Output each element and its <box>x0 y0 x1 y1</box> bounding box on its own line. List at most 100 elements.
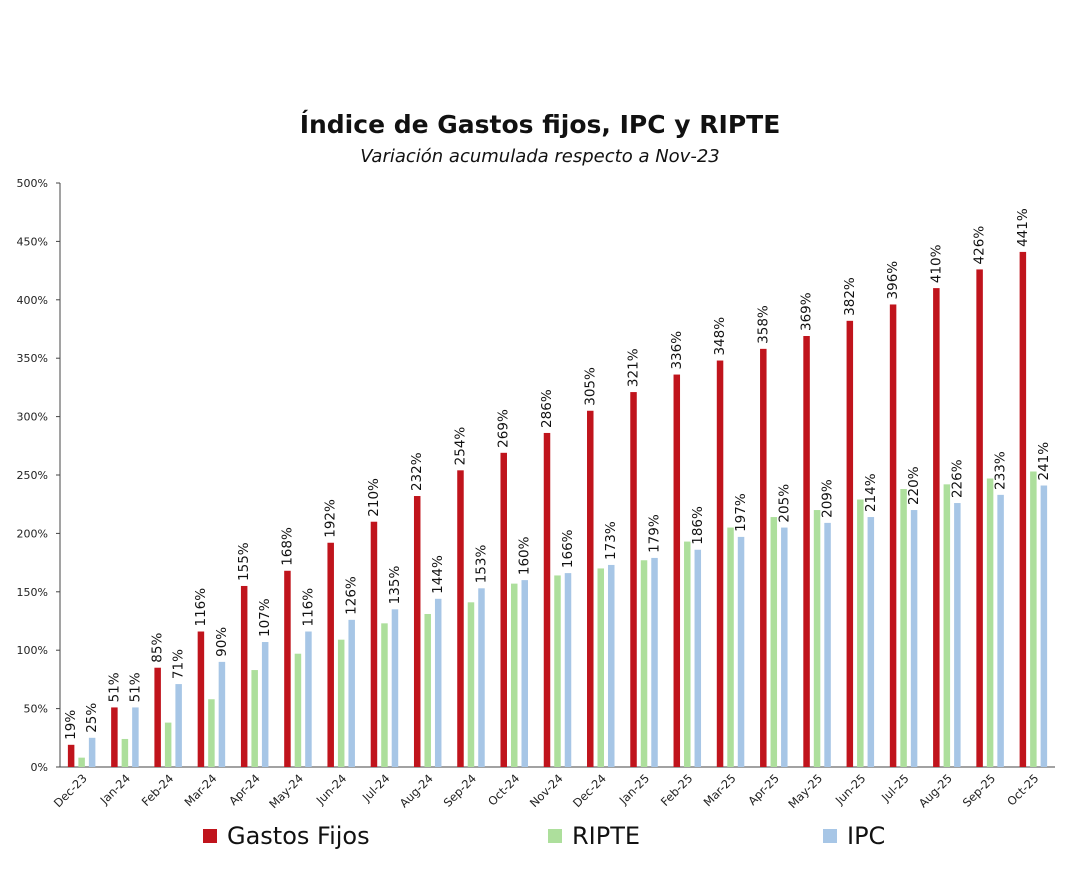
data-label-gastos-fijos: 192% <box>323 499 339 538</box>
bar-gastos-fijos <box>630 392 637 767</box>
data-label-gastos-fijos: 286% <box>539 389 555 428</box>
bar-ripte <box>554 575 561 767</box>
bar-ripte <box>640 560 648 767</box>
bar-ipc <box>348 619 355 767</box>
y-tick-label: 450% <box>17 235 48 248</box>
bar-ipc <box>521 580 528 767</box>
bar-ipc <box>737 536 745 767</box>
bar-gastos-fijos <box>284 570 291 767</box>
data-label-gastos-fijos: 321% <box>626 348 642 387</box>
bar-ripte <box>424 613 431 767</box>
bar-ipc <box>175 684 182 767</box>
legend-label-gastos-fijos: Gastos Fijos <box>227 822 370 850</box>
x-tick-label: Oct-25 <box>1004 771 1041 808</box>
bar-gastos-fijos <box>500 452 507 767</box>
bar-gastos-fijos <box>67 744 75 767</box>
bar-ipc <box>997 494 1004 767</box>
bar-ripte <box>900 489 907 767</box>
data-label-gastos-fijos: 336% <box>669 331 685 370</box>
y-tick-label: 100% <box>17 644 48 657</box>
data-label-ipc: 116% <box>300 588 316 627</box>
data-label-ipc: 144% <box>430 555 446 594</box>
x-tick-label: Aug-24 <box>397 771 436 810</box>
data-label-gastos-fijos: 441% <box>1015 208 1031 247</box>
bar-ripte <box>164 722 172 767</box>
x-tick-label: Jun-24 <box>313 771 350 808</box>
data-label-ipc: 241% <box>1036 442 1052 481</box>
x-tick-label: Apr-24 <box>226 771 263 808</box>
bar-gastos-fijos <box>154 667 161 767</box>
bar-gastos-fijos <box>933 288 940 767</box>
bar-ipc <box>608 564 615 767</box>
x-tick-label: Jul-25 <box>878 771 912 805</box>
data-label-ipc: 25% <box>84 703 100 733</box>
data-label-ipc: 153% <box>473 545 489 584</box>
data-label-ipc: 197% <box>733 493 749 532</box>
legend-swatch-ipc <box>823 829 837 843</box>
chart-subtitle: Variación acumulada respecto a Nov-23 <box>360 146 720 167</box>
x-tick-label: Jan-25 <box>616 771 652 807</box>
bar-ipc <box>218 661 226 767</box>
data-label-gastos-fijos: 358% <box>755 305 771 344</box>
x-tick-label: Jul-24 <box>359 771 393 805</box>
data-label-ipc: 166% <box>560 529 576 568</box>
bar-gastos-fijos <box>370 521 378 767</box>
data-label-gastos-fijos: 410% <box>928 244 944 283</box>
bar-ripte <box>381 623 388 767</box>
bar-ripte <box>1030 471 1037 767</box>
bar-gastos-fijos <box>587 410 594 767</box>
bar-ipc <box>1040 485 1048 767</box>
data-label-gastos-fijos: 210% <box>366 478 382 517</box>
legend-item-ripte: RIPTE <box>548 818 640 854</box>
data-label-ipc: 51% <box>127 672 143 702</box>
x-tick-label: Aug-25 <box>916 771 955 810</box>
data-label-ipc: 209% <box>820 479 836 518</box>
bar-ipc <box>88 737 96 767</box>
data-label-gastos-fijos: 116% <box>193 588 209 627</box>
x-tick-label: Sep-25 <box>960 771 999 810</box>
x-tick-label: May-25 <box>785 771 825 811</box>
bar-ripte <box>727 527 734 767</box>
x-tick-label: Dec-24 <box>570 771 609 810</box>
bar-gastos-fijos <box>240 585 248 767</box>
legend-label-ripte: RIPTE <box>572 822 641 850</box>
bar-ripte <box>770 517 778 767</box>
bar-ipc <box>305 631 312 767</box>
bar-ipc <box>910 510 918 767</box>
bar-gastos-fijos <box>846 320 854 767</box>
bar-ripte <box>294 653 302 767</box>
bar-ripte <box>597 568 605 767</box>
y-tick-label: 500% <box>17 177 48 190</box>
bar-ipc <box>132 707 139 767</box>
data-label-ipc: 126% <box>344 576 360 615</box>
legend-swatch-gastos-fijos <box>203 829 217 843</box>
data-label-ipc: 205% <box>776 484 792 523</box>
x-tick-label: Feb-24 <box>139 771 177 809</box>
bar-gastos-fijos <box>673 374 681 767</box>
x-tick-label: Sep-24 <box>441 771 480 810</box>
data-label-gastos-fijos: 369% <box>799 292 815 331</box>
x-tick-label: Mar-25 <box>701 771 739 809</box>
y-tick-label: 400% <box>17 294 48 307</box>
bar-gastos-fijos <box>976 269 983 767</box>
data-label-ipc: 220% <box>906 466 922 505</box>
data-label-gastos-fijos: 305% <box>582 367 598 406</box>
y-tick-label: 350% <box>17 352 48 365</box>
data-label-ipc: 233% <box>993 451 1009 490</box>
bar-ipc <box>954 503 961 767</box>
bar-ripte <box>986 478 994 767</box>
data-label-gastos-fijos: 396% <box>885 261 901 300</box>
bar-ripte <box>813 510 821 767</box>
data-label-ipc: 173% <box>603 521 619 560</box>
bar-gastos-fijos <box>543 432 551 767</box>
data-label-ipc: 135% <box>387 566 403 605</box>
data-label-gastos-fijos: 19% <box>63 710 79 740</box>
data-label-ipc: 186% <box>690 506 706 545</box>
bar-gastos-fijos <box>327 542 334 767</box>
bar-gastos-fijos <box>716 360 724 767</box>
data-label-gastos-fijos: 348% <box>712 317 728 356</box>
data-label-ipc: 214% <box>863 473 879 512</box>
bar-ipc <box>391 609 399 767</box>
